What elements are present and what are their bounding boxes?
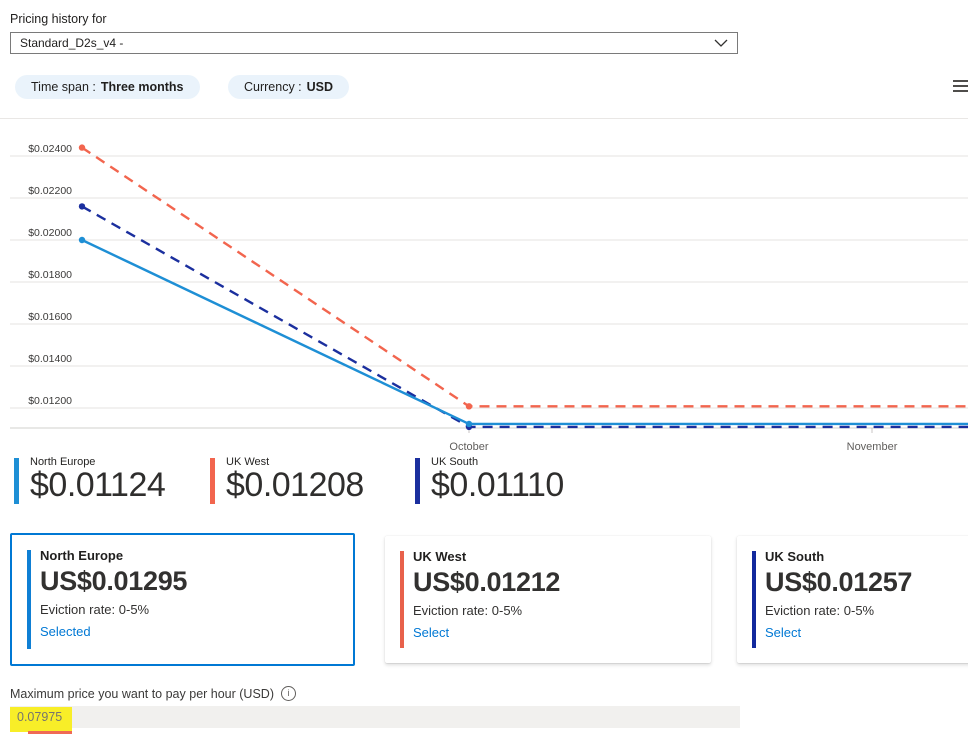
card-region-name: UK West <box>413 549 467 564</box>
annotation-underline <box>28 731 72 734</box>
vm-size-dropdown[interactable]: Standard_D2s_v4 - <box>10 32 738 54</box>
region-card-uk-south[interactable]: UK South US$0.01257 Eviction rate: 0-5% … <box>737 536 968 663</box>
legend-name: UK West <box>226 456 270 468</box>
legend-color-bar <box>14 458 19 504</box>
max-price-value: 0.07975 <box>17 710 63 724</box>
legend-name: UK South <box>431 456 479 468</box>
card-eviction-rate: Eviction rate: 0-5% <box>413 603 523 618</box>
legend-color-bar <box>210 458 215 504</box>
card-accent-bar <box>752 551 756 648</box>
region-card-uk-west[interactable]: UK West US$0.01212 Eviction rate: 0-5% S… <box>385 536 711 663</box>
card-select-link[interactable]: Select <box>413 625 450 640</box>
time-span-value: Three months <box>100 80 184 94</box>
card-selected-link[interactable]: Selected <box>40 624 91 639</box>
svg-text:$0.01400: $0.01400 <box>28 353 72 365</box>
card-region-name: UK South <box>765 549 825 564</box>
legend-color-bar <box>415 458 420 504</box>
legend-value: $0.01208 <box>226 466 364 504</box>
card-accent-bar <box>400 551 404 648</box>
svg-text:$0.02200: $0.02200 <box>28 185 72 197</box>
card-price: US$0.01212 <box>413 567 561 597</box>
chart-menu-icon[interactable] <box>953 80 968 95</box>
chevron-down-icon <box>714 39 728 48</box>
pricing-history-label: Pricing history for <box>10 12 107 26</box>
card-price: US$0.01295 <box>40 566 188 596</box>
pricing-history-chart: $0.02400 $0.02200 $0.02000 $0.01800 $0.01600… <box>10 143 968 453</box>
highlight-marker <box>10 707 72 732</box>
svg-text:$0.01800: $0.01800 <box>28 269 72 281</box>
card-accent-bar <box>27 550 31 649</box>
card-select-link[interactable]: Select <box>765 625 802 640</box>
chart-top-divider <box>0 118 968 119</box>
svg-text:$0.01600: $0.01600 <box>28 311 72 323</box>
time-span-label: Time span : <box>31 80 96 94</box>
info-icon[interactable]: i <box>280 686 296 701</box>
card-price: US$0.01257 <box>765 567 913 597</box>
legend-name: North Europe <box>30 456 96 468</box>
legend-item-north-europe: North Europe $0.01124 <box>14 456 166 504</box>
svg-text:$0.02400: $0.02400 <box>28 143 72 155</box>
vm-size-value: Standard_D2s_v4 - <box>20 36 124 50</box>
time-span-pill[interactable]: Time span : Three months <box>15 75 200 99</box>
legend-item-uk-south: UK South $0.01110 <box>415 456 564 504</box>
max-price-label: Maximum price you want to pay per hour (… <box>10 686 274 701</box>
card-eviction-rate: Eviction rate: 0-5% <box>40 602 150 617</box>
region-card-north-europe[interactable]: North Europe US$0.01295 Eviction rate: 0… <box>10 533 355 666</box>
svg-text:$0.02000: $0.02000 <box>28 227 72 239</box>
max-price-input[interactable]: 0.07975 <box>10 706 740 734</box>
legend-item-uk-west: UK West $0.01208 <box>210 456 364 504</box>
svg-text:October: October <box>449 441 488 453</box>
card-eviction-rate: Eviction rate: 0-5% <box>765 603 875 618</box>
svg-text:November: November <box>847 441 898 453</box>
svg-text:$0.01200: $0.01200 <box>28 395 72 407</box>
max-price-label-row: Maximum price you want to pay per hour (… <box>10 686 296 701</box>
legend-value: $0.01124 <box>30 466 166 504</box>
currency-value: USD <box>306 80 334 94</box>
currency-label: Currency : <box>244 80 302 94</box>
card-region-name: North Europe <box>40 548 124 563</box>
currency-pill[interactable]: Currency : USD <box>228 75 350 99</box>
legend-value: $0.01110 <box>431 466 564 504</box>
